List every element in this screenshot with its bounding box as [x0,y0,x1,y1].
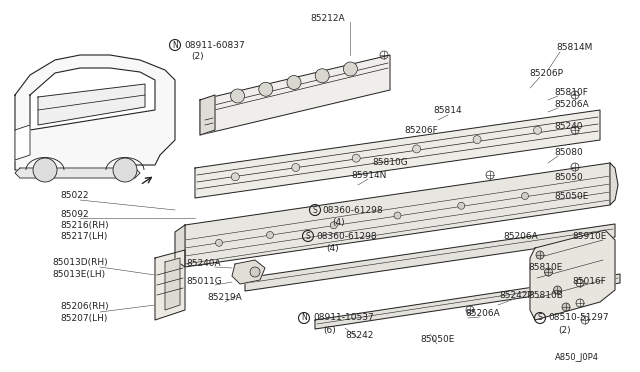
Text: 85206A: 85206A [465,308,500,317]
Text: 85240: 85240 [554,122,582,131]
Circle shape [344,62,357,76]
Circle shape [266,231,273,238]
Text: 85050E: 85050E [554,192,588,201]
Circle shape [287,76,301,90]
Text: 08360-61298: 08360-61298 [322,205,383,215]
Circle shape [473,136,481,144]
Text: 85207(LH): 85207(LH) [60,314,108,323]
Circle shape [536,251,544,259]
Circle shape [216,239,223,246]
Text: 85206(RH): 85206(RH) [60,302,109,311]
Text: 08911-60837: 08911-60837 [184,41,244,49]
Text: (6): (6) [323,326,336,334]
Circle shape [522,192,529,199]
Text: 85217(LH): 85217(LH) [60,231,108,241]
Polygon shape [315,274,620,329]
Polygon shape [15,55,175,175]
Circle shape [231,173,239,181]
Text: S: S [306,231,310,241]
Text: 85810B: 85810B [528,292,563,301]
Text: 85810G: 85810G [372,157,408,167]
Circle shape [33,158,57,182]
Circle shape [554,286,561,294]
Circle shape [250,267,260,277]
Polygon shape [200,55,390,135]
Text: 85080: 85080 [554,148,583,157]
Polygon shape [610,163,618,205]
Circle shape [113,158,137,182]
Text: 85810E: 85810E [528,263,563,273]
Polygon shape [245,224,615,291]
Text: 85242P: 85242P [499,291,532,299]
Text: 85212A: 85212A [310,13,344,22]
Text: 85050: 85050 [554,173,583,182]
Text: 85242: 85242 [345,330,373,340]
Circle shape [230,89,244,103]
Circle shape [562,303,570,311]
Text: 08360-61298: 08360-61298 [316,231,376,241]
Polygon shape [15,168,140,178]
Text: 85206A: 85206A [554,99,589,109]
Text: 08510-51297: 08510-51297 [548,314,609,323]
Text: 85022: 85022 [60,190,88,199]
Polygon shape [232,260,265,284]
Text: 85206A: 85206A [503,231,538,241]
Text: 85219A: 85219A [207,294,242,302]
Polygon shape [175,225,185,267]
Text: 85016F: 85016F [572,278,606,286]
Circle shape [545,268,552,276]
Text: 85050E: 85050E [420,336,454,344]
Text: 85206P: 85206P [529,68,563,77]
Circle shape [292,164,300,171]
Text: N: N [172,41,178,49]
Text: 85240A: 85240A [186,259,221,267]
Text: 85914N: 85914N [351,170,387,180]
Polygon shape [15,125,30,160]
Text: 85814M: 85814M [556,42,593,51]
Text: 85810F: 85810F [554,87,588,96]
Polygon shape [155,250,185,320]
Text: 08911-10537: 08911-10537 [313,314,374,323]
Text: (4): (4) [326,244,339,253]
Circle shape [534,126,541,134]
Polygon shape [530,230,615,320]
Text: (4): (4) [332,218,344,227]
Circle shape [315,69,329,83]
Text: 85206F: 85206F [404,125,438,135]
Polygon shape [200,95,215,135]
Text: 85011G: 85011G [186,276,221,285]
Circle shape [458,202,465,209]
Text: (2): (2) [191,51,204,61]
Polygon shape [38,84,145,125]
Text: 85092: 85092 [60,209,88,218]
Text: 85910E: 85910E [572,231,606,241]
Circle shape [413,145,420,153]
Polygon shape [165,258,180,310]
Circle shape [259,82,273,96]
Text: (2): (2) [558,326,571,334]
Polygon shape [195,110,600,198]
Text: S: S [312,205,317,215]
Text: 85814: 85814 [433,106,461,115]
Text: S: S [538,314,542,323]
Polygon shape [185,163,610,267]
Circle shape [352,154,360,162]
Text: 85013E(LH): 85013E(LH) [52,269,105,279]
Polygon shape [30,68,155,130]
Text: 85216(RH): 85216(RH) [60,221,109,230]
Circle shape [330,222,337,229]
Text: A850_J0P4: A850_J0P4 [555,353,599,362]
Circle shape [394,212,401,219]
Text: 85013D(RH): 85013D(RH) [52,259,108,267]
Text: N: N [301,314,307,323]
